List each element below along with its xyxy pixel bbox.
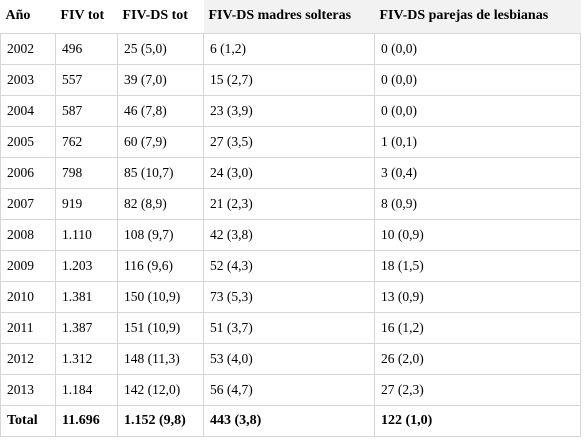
cell-fiv-ds-lesbian-couples: 27 (2,3) — [374, 374, 581, 406]
cell-fiv-ds-lesbian-couples: 0 (0,0) — [374, 95, 581, 127]
cell-fiv-ds-total: 39 (7,0) — [117, 64, 204, 96]
cell-fiv-total: 1.387 — [55, 312, 118, 344]
cell-year: 2008 — [0, 219, 56, 251]
cell-fiv-ds-total: 150 (10,9) — [117, 281, 204, 313]
cell-fiv-ds-total: 142 (12,0) — [117, 374, 204, 406]
column-header-year: Año — [0, 0, 56, 34]
cell-fiv-ds-lesbian-couples: 1 (0,1) — [374, 126, 581, 158]
cell-year: 2009 — [0, 250, 56, 282]
table-row: 2004 587 46 (7,8) 23 (3,9) 0 (0,0) — [0, 95, 581, 127]
column-header-fiv-ds-single-mothers: FIV-DS madres solteras — [203, 0, 375, 34]
cell-fiv-ds-total: 85 (10,7) — [117, 157, 204, 189]
cell-year: 2005 — [0, 126, 56, 158]
cell-fiv-ds-total: 82 (8,9) — [117, 188, 204, 220]
cell-fiv-total: 1.381 — [55, 281, 118, 313]
cell-fiv-ds-single-mothers: 52 (4,3) — [203, 250, 375, 282]
cell-fiv-ds-lesbian-couples: 13 (0,9) — [374, 281, 581, 313]
table-row: 2002 496 25 (5,0) 6 (1,2) 0 (0,0) — [0, 33, 581, 65]
cell-year: 2004 — [0, 95, 56, 127]
cell-fiv-ds-single-mothers: 51 (3,7) — [203, 312, 375, 344]
cell-fiv-ds-lesbian-couples: 0 (0,0) — [374, 64, 581, 96]
cell-fiv-ds-lesbian-couples: 18 (1,5) — [374, 250, 581, 282]
cell-year: 2007 — [0, 188, 56, 220]
cell-year: 2010 — [0, 281, 56, 313]
cell-year: 2013 — [0, 374, 56, 406]
cell-fiv-total: 587 — [55, 95, 118, 127]
table-row: 2003 557 39 (7,0) 15 (2,7) 0 (0,0) — [0, 64, 581, 96]
cell-fiv-ds-single-mothers: 53 (4,0) — [203, 343, 375, 375]
table-row: 2006 798 85 (10,7) 24 (3,0) 3 (0,4) — [0, 157, 581, 189]
column-header-fiv-ds-lesbian-couples: FIV-DS parejas de lesbianas — [374, 0, 581, 34]
table-row: 2010 1.381 150 (10,9) 73 (5,3) 13 (0,9) — [0, 281, 581, 313]
cell-fiv-total: 1.312 — [55, 343, 118, 375]
cell-fiv-ds-lesbian-couples: 10 (0,9) — [374, 219, 581, 251]
cell-fiv-ds-single-mothers: 15 (2,7) — [203, 64, 375, 96]
cell-total-label: Total — [0, 405, 56, 437]
header-row: Año FIV tot FIV-DS tot FIV-DS madres sol… — [0, 0, 581, 34]
cell-fiv-ds-lesbian-couples: 16 (1,2) — [374, 312, 581, 344]
cell-fiv-ds-total: 108 (9,7) — [117, 219, 204, 251]
table-row: 2011 1.387 151 (10,9) 51 (3,7) 16 (1,2) — [0, 312, 581, 344]
table-row: 2013 1.184 142 (12,0) 56 (4,7) 27 (2,3) — [0, 374, 581, 406]
cell-fiv-ds-single-mothers: 24 (3,0) — [203, 157, 375, 189]
cell-year: 2002 — [0, 33, 56, 65]
table-row: 2005 762 60 (7,9) 27 (3,5) 1 (0,1) — [0, 126, 581, 158]
table-row: 2012 1.312 148 (11,3) 53 (4,0) 26 (2,0) — [0, 343, 581, 375]
column-header-fiv-total: FIV tot — [55, 0, 118, 34]
table-row: 2008 1.110 108 (9,7) 42 (3,8) 10 (0,9) — [0, 219, 581, 251]
cell-fiv-ds-single-mothers: 21 (2,3) — [203, 188, 375, 220]
cell-fiv-ds-single-mothers: 6 (1,2) — [203, 33, 375, 65]
cell-fiv-ds-single-mothers: 23 (3,9) — [203, 95, 375, 127]
total-row: Total 11.696 1.152 (9,8) 443 (3,8) 122 (… — [0, 405, 581, 437]
column-header-fiv-ds-total: FIV-DS tot — [117, 0, 204, 34]
cell-fiv-ds-single-mothers: 42 (3,8) — [203, 219, 375, 251]
table-row: 2007 919 82 (8,9) 21 (2,3) 8 (0,9) — [0, 188, 581, 220]
cell-year: 2012 — [0, 343, 56, 375]
cell-fiv-total: 1.184 — [55, 374, 118, 406]
cell-total-fiv-ds: 1.152 (9,8) — [117, 405, 204, 437]
cell-year: 2011 — [0, 312, 56, 344]
table-row: 2009 1.203 116 (9,6) 52 (4,3) 18 (1,5) — [0, 250, 581, 282]
cell-fiv-total: 798 — [55, 157, 118, 189]
cell-fiv-ds-total: 148 (11,3) — [117, 343, 204, 375]
cell-fiv-ds-single-mothers: 27 (3,5) — [203, 126, 375, 158]
cell-fiv-ds-single-mothers: 56 (4,7) — [203, 374, 375, 406]
cell-fiv-total: 557 — [55, 64, 118, 96]
cell-year: 2006 — [0, 157, 56, 189]
cell-fiv-total: 919 — [55, 188, 118, 220]
cell-fiv-ds-lesbian-couples: 3 (0,4) — [374, 157, 581, 189]
cell-fiv-ds-lesbian-couples: 0 (0,0) — [374, 33, 581, 65]
cell-total-fiv: 11.696 — [55, 405, 118, 437]
cell-fiv-ds-total: 151 (10,9) — [117, 312, 204, 344]
cell-fiv-ds-single-mothers: 73 (5,3) — [203, 281, 375, 313]
cell-fiv-ds-lesbian-couples: 8 (0,9) — [374, 188, 581, 220]
cell-fiv-ds-lesbian-couples: 26 (2,0) — [374, 343, 581, 375]
cell-fiv-total: 1.203 — [55, 250, 118, 282]
cell-fiv-ds-total: 116 (9,6) — [117, 250, 204, 282]
cell-fiv-total: 496 — [55, 33, 118, 65]
cell-year: 2003 — [0, 64, 56, 96]
cell-total-lesbian-couples: 122 (1,0) — [374, 405, 581, 437]
cell-fiv-ds-total: 25 (5,0) — [117, 33, 204, 65]
cell-total-single-mothers: 443 (3,8) — [203, 405, 375, 437]
cell-fiv-ds-total: 60 (7,9) — [117, 126, 204, 158]
cell-fiv-ds-total: 46 (7,8) — [117, 95, 204, 127]
cell-fiv-total: 1.110 — [55, 219, 118, 251]
cell-fiv-total: 762 — [55, 126, 118, 158]
